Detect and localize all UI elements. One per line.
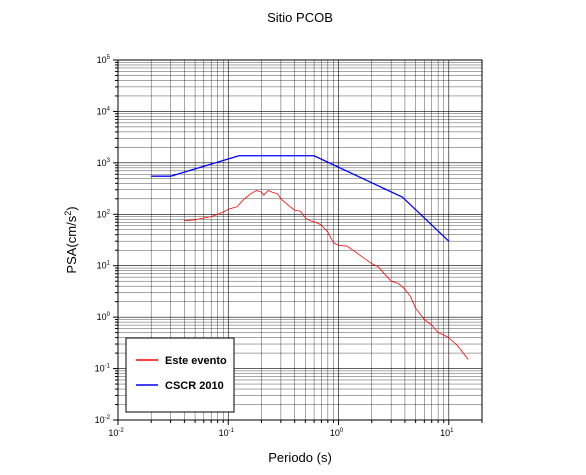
y-axis-title-end: ) xyxy=(64,206,79,210)
y-tick-label: 104 xyxy=(97,106,111,116)
y-tick-label: 10-1 xyxy=(95,364,111,374)
series-line-este-evento xyxy=(184,190,469,360)
series-line-cscr-2010 xyxy=(151,155,450,242)
y-axis-title-base: PSA(cm/s xyxy=(64,215,79,273)
y-tick-label: 100 xyxy=(97,312,111,322)
series-lines xyxy=(151,155,469,360)
plot-frame xyxy=(117,59,483,421)
x-tick-label: 10-2 xyxy=(108,428,124,438)
chart-title: Sitio PCOB xyxy=(267,10,333,25)
legend-label-cscr-2010: CSCR 2010 xyxy=(165,380,224,392)
grid xyxy=(117,59,483,421)
x-axis-ticks: 10-2 10-1 100 101 xyxy=(108,420,483,438)
y-axis-ticks: 10-2 10-1 100 101 102 103 104 105 xyxy=(95,55,118,425)
x-tick-label: 101 xyxy=(440,428,454,438)
y-tick-label: 103 xyxy=(97,158,111,168)
y-tick-label: 10-2 xyxy=(95,415,111,425)
legend: Este evento CSCR 2010 xyxy=(125,337,235,413)
x-tick-label: 10-1 xyxy=(219,428,235,438)
y-tick-label: 101 xyxy=(97,261,111,271)
y-tick-label: 102 xyxy=(97,209,111,219)
x-tick-label: 100 xyxy=(330,428,344,438)
y-axis-title: PSA(cm/s2) xyxy=(63,206,79,273)
y-axis-title-sup: 2 xyxy=(63,211,73,216)
x-axis-title: Periodo (s) xyxy=(268,450,332,465)
legend-box xyxy=(125,337,235,413)
legend-label-este-evento: Este evento xyxy=(165,355,227,367)
y-tick-label: 105 xyxy=(97,55,111,65)
